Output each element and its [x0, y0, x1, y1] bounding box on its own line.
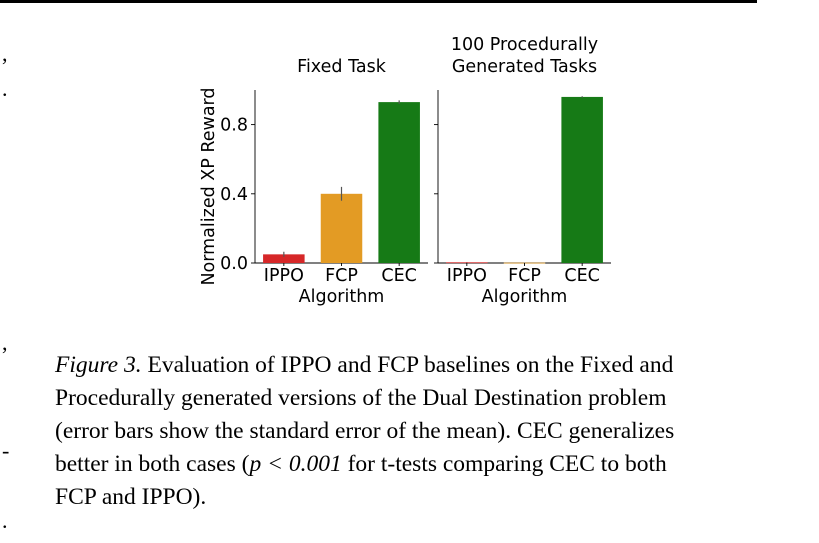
caption-math: p < 0.001 — [249, 451, 342, 477]
caption-text: Evaluation of IPPO and FCP baselines on … — [141, 352, 674, 378]
figure-caption: Figure 3. Evaluation of IPPO and FCP bas… — [55, 349, 760, 514]
x-axis-label: Algorithm — [482, 287, 568, 307]
chart-title: 100 Procedurally — [451, 35, 598, 55]
bar-ippo — [446, 262, 488, 264]
caption-line-4: better in both cases (p < 0.001 for t-te… — [55, 448, 760, 481]
x-tick-label: CEC — [381, 266, 417, 286]
x-axis-label: Algorithm — [299, 287, 385, 307]
margin-mark: , — [2, 41, 8, 66]
x-tick-label: FCP — [325, 266, 358, 286]
y-tick-label: 0.0 — [220, 254, 248, 274]
caption-text: for t-tests comparing CEC to both — [341, 451, 667, 477]
chart-title: Generated Tasks — [452, 57, 597, 77]
caption-line-3: (error bars show the standard error of t… — [55, 418, 675, 444]
bar-cec — [561, 96, 603, 263]
caption-line-5: FCP and IPPO). — [55, 484, 207, 510]
caption-text: better in both cases ( — [55, 451, 250, 477]
figure-label: Figure 3. — [55, 352, 142, 378]
caption-line-1: Figure 3. Evaluation of IPPO and FCP bas… — [55, 349, 760, 382]
margin-mark: . — [2, 508, 8, 533]
x-tick-label: CEC — [564, 266, 600, 286]
y-tick-label: 0.4 — [220, 185, 248, 205]
bar-fcp — [320, 193, 363, 263]
bar-cec — [378, 102, 420, 263]
y-axis-label: Normalized XP Reward — [199, 87, 219, 285]
top-rule — [0, 0, 757, 3]
margin-fragments: , . , - . — [0, 40, 14, 540]
chart-title: Fixed Task — [297, 57, 387, 77]
x-tick-label: IPPO — [447, 266, 487, 286]
bar-ippo — [263, 254, 305, 263]
y-tick-label: 0.8 — [220, 116, 248, 136]
x-tick-label: IPPO — [264, 266, 304, 286]
margin-mark: , — [2, 330, 8, 355]
margin-mark: - — [2, 438, 10, 463]
margin-mark: . — [2, 76, 8, 101]
x-tick-label: FCP — [508, 266, 541, 286]
caption-line-2: Procedurally generated versions of the D… — [55, 385, 667, 411]
